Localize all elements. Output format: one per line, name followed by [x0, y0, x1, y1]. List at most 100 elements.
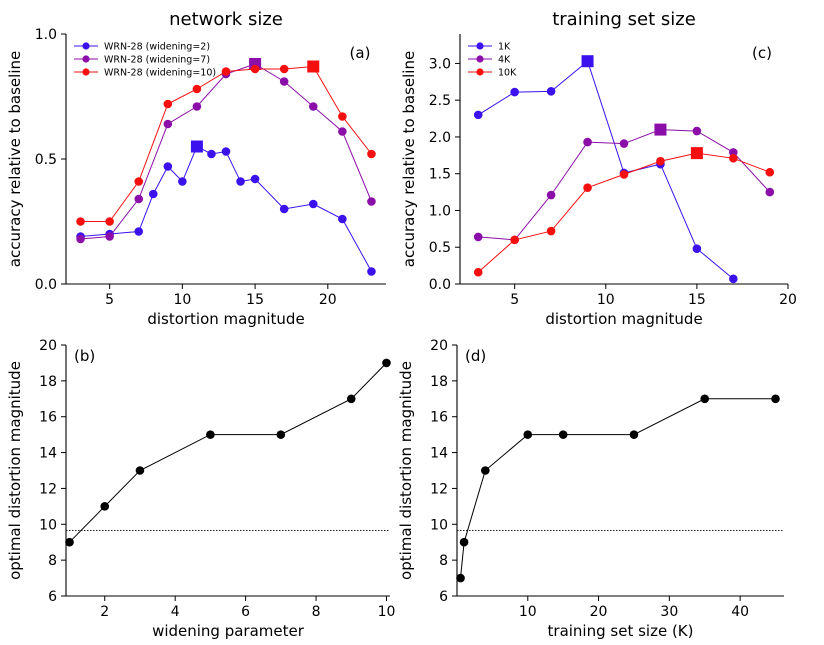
x-tick-label: 2 — [100, 604, 109, 620]
x-tick-label: 10 — [173, 292, 191, 308]
x-tick-label: 15 — [246, 292, 264, 308]
data-point — [250, 174, 260, 184]
data-point — [729, 148, 738, 157]
x-tick-label: 20 — [590, 604, 608, 620]
peak-marker — [690, 147, 703, 160]
data-point — [729, 153, 738, 163]
y-tick-label: 8 — [439, 553, 448, 569]
data-point — [546, 226, 556, 236]
panel-label: (b) — [74, 347, 95, 365]
x-tick-label: 6 — [241, 604, 250, 620]
data-point — [279, 77, 289, 86]
series-line-2 — [80, 65, 372, 222]
data-point — [192, 84, 202, 94]
data-point — [163, 119, 173, 129]
data-point — [134, 194, 144, 204]
x-tick-label: 5 — [510, 292, 519, 308]
y-tick-label: 0.0 — [35, 277, 57, 293]
x-tick-label: 5 — [105, 292, 114, 308]
data-point — [473, 232, 483, 242]
y-tick-label: 16 — [430, 410, 448, 426]
data-point — [148, 189, 158, 199]
data-point — [510, 235, 519, 245]
data-point — [279, 64, 289, 74]
data-point — [546, 87, 556, 96]
data-point — [619, 139, 629, 148]
y-axis-label: accuracy relative to baseline — [400, 51, 418, 267]
y-tick-label: 6 — [48, 589, 57, 605]
data-point — [456, 573, 465, 583]
peak-marker — [581, 55, 594, 68]
data-point — [583, 183, 592, 192]
data-point — [134, 177, 144, 186]
legend-entry: 1K — [498, 42, 511, 53]
chart-title: network size — [169, 9, 283, 30]
y-tick-label: 18 — [430, 374, 448, 390]
y-tick-label: 2.0 — [429, 130, 451, 146]
data-point — [692, 126, 702, 136]
data-point — [163, 99, 173, 109]
y-tick-label: 10 — [430, 517, 448, 533]
x-tick-label: 10 — [378, 604, 396, 620]
x-axis-label: distortion magnitude — [147, 310, 304, 328]
data-point — [729, 274, 738, 284]
data-point — [346, 394, 356, 404]
data-point — [510, 87, 519, 97]
data-point — [523, 430, 533, 439]
data-point — [459, 537, 469, 547]
y-tick-label: 20 — [430, 338, 448, 354]
y-tick-label: 10 — [39, 517, 57, 533]
legend-marker — [476, 55, 484, 63]
data-point — [583, 137, 592, 147]
panel-label: (a) — [350, 44, 371, 62]
data-point — [338, 127, 347, 136]
data-point — [656, 156, 665, 166]
data-point — [367, 149, 376, 159]
panel-c-training-set-size: 5 10 15 20 0.0 0.5 1.0 1.5 2.0 2.5 3.0 distortion m… — [400, 9, 797, 328]
legend-marker — [82, 55, 90, 63]
peak-marker — [307, 60, 320, 73]
y-tick-label: 6 — [439, 589, 448, 605]
data-point — [473, 267, 483, 277]
data-point — [76, 234, 85, 244]
x-tick-label: 10 — [519, 604, 537, 620]
x-tick-label: 20 — [779, 292, 797, 308]
x-tick-label: 30 — [660, 604, 678, 620]
y-tick-label: 20 — [39, 338, 57, 354]
legend-marker — [476, 42, 484, 50]
data-point — [100, 502, 110, 511]
y-tick-label: 14 — [39, 446, 57, 462]
chart-title: training set size — [552, 9, 696, 30]
panel-label: (d) — [465, 347, 486, 365]
data-point — [338, 214, 347, 224]
y-tick-label: 1.5 — [429, 167, 451, 183]
data-point — [207, 149, 216, 159]
data-point — [206, 430, 215, 439]
data-point — [163, 162, 173, 171]
data-point — [629, 430, 639, 439]
data-point — [308, 102, 318, 111]
y-tick-label: 12 — [430, 481, 448, 497]
y-tick-label: 18 — [39, 374, 57, 390]
data-point — [221, 147, 231, 156]
x-tick-label: 10 — [597, 292, 615, 308]
data-point — [619, 170, 629, 179]
x-tick-label: 40 — [731, 604, 749, 620]
data-point — [236, 177, 245, 186]
y-axis-label: optimal distortion magnitude — [397, 361, 415, 580]
series-line-0 — [80, 145, 372, 272]
panel-d-training-set-size-optimal: 10 20 30 40 6 8 10 12 14 16 18 20 training set size … — [397, 338, 784, 640]
x-tick-label: 4 — [171, 604, 180, 620]
data-point — [221, 67, 231, 76]
data-point — [135, 466, 145, 475]
panel-label: (c) — [752, 44, 772, 62]
data-point — [134, 227, 144, 236]
legend-entry: WRN-28 (widening=10) — [104, 68, 216, 79]
y-axis-label: optimal distortion magnitude — [6, 361, 24, 580]
y-tick-label: 14 — [430, 446, 448, 462]
legend-marker — [82, 68, 90, 76]
x-tick-label: 15 — [688, 292, 706, 308]
x-axis-label: widening parameter — [152, 622, 305, 640]
data-point — [382, 358, 391, 368]
